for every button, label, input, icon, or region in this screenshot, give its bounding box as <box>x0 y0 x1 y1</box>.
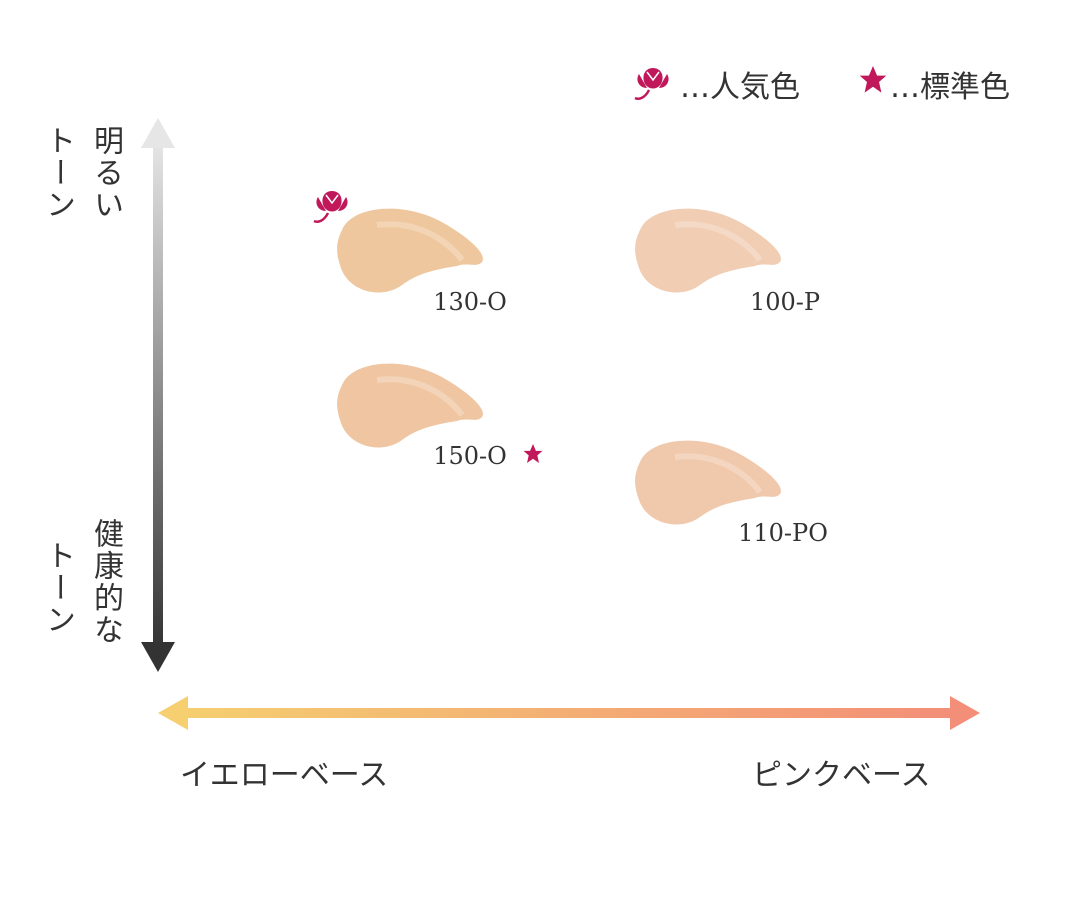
swatch: 100-P <box>635 208 820 316</box>
legend-standard: …標準色 <box>890 70 1010 105</box>
horizontal-arrow <box>158 696 980 730</box>
legend-popular: …人気色 <box>680 70 800 105</box>
swatch-shine <box>376 221 465 262</box>
swatch-shine <box>674 453 763 494</box>
standard-mark <box>523 444 543 463</box>
swatch-label: 100-P <box>750 288 820 316</box>
swatch-shine <box>674 221 763 262</box>
swatch: 110-PO <box>635 440 828 547</box>
swatch: 150-O <box>337 363 543 470</box>
y-bottom-label: 健康的な <box>88 518 123 646</box>
swatch-shine <box>376 376 465 417</box>
x-left-label: イエローベース <box>180 758 389 793</box>
swatch-shape <box>337 363 483 448</box>
swatch: 130-O <box>312 189 507 316</box>
y-top-label: トーン <box>40 125 75 221</box>
y-top-label: 明るい <box>88 125 123 221</box>
popular-mark <box>312 189 349 223</box>
x-right-label: ピンクベース <box>752 758 931 793</box>
y-bottom-label: トーン <box>40 540 75 636</box>
swatch-shape <box>635 208 781 293</box>
swatch-label: 130-O <box>433 288 507 316</box>
vertical-arrow <box>141 118 175 672</box>
swatch-label: 150-O <box>433 442 507 470</box>
popular-icon <box>633 66 670 100</box>
swatches: 130-O 100-P 150-O 110-PO <box>312 189 828 547</box>
standard-icon <box>859 66 887 93</box>
swatch-shape <box>635 440 781 525</box>
swatch-label: 110-PO <box>738 519 828 547</box>
swatch-shape <box>337 208 483 293</box>
